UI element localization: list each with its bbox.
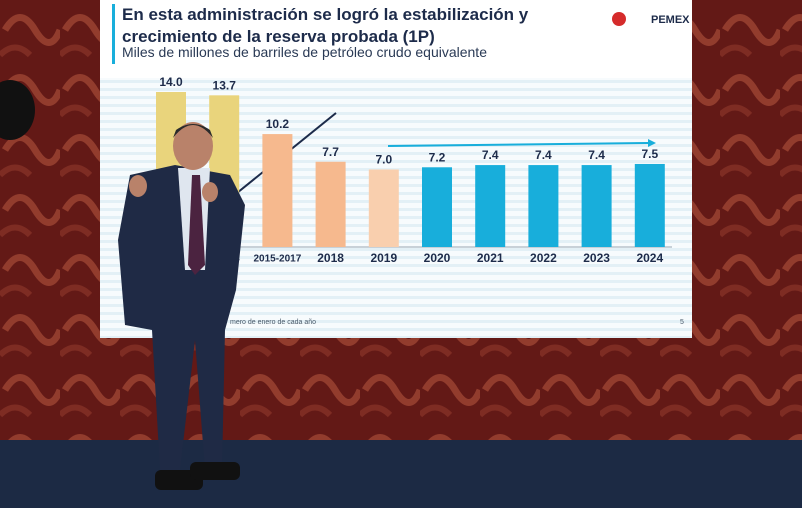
trend-arrow	[387, 142, 649, 147]
bar	[475, 165, 506, 247]
bar	[528, 165, 559, 247]
value-label: 7.2	[429, 150, 446, 164]
arrow-head	[648, 139, 656, 147]
stage-floor	[0, 440, 802, 508]
camera-foreground	[0, 80, 35, 140]
page-number: 5	[680, 319, 684, 326]
hand	[202, 182, 218, 202]
head	[173, 122, 213, 170]
logo-icon	[612, 12, 626, 26]
x-tick-label: 2024	[636, 251, 663, 265]
value-label: 10.2	[266, 117, 290, 131]
bar	[315, 161, 346, 247]
presenter	[118, 122, 245, 490]
shoes	[190, 462, 240, 480]
footnote: mero de enero de cada año	[230, 319, 316, 326]
screen-header	[100, 0, 692, 78]
bar	[634, 163, 665, 247]
x-tick-label: 2021	[477, 251, 504, 265]
hair	[173, 124, 213, 138]
x-tick-label: 2018	[317, 251, 344, 265]
value-label: 7.4	[535, 148, 552, 162]
tie	[188, 175, 205, 275]
suit	[118, 165, 245, 470]
value-label: 7.4	[482, 148, 499, 162]
x-tick-label: 2020	[424, 251, 451, 265]
accent	[112, 4, 115, 64]
value-label: 13.7	[213, 78, 237, 92]
logo: PEMEX	[651, 14, 690, 26]
chart-title: En esta administración se logró la estab…	[122, 5, 529, 46]
hand	[129, 175, 147, 197]
value-label: 7.0	[375, 153, 392, 167]
bar	[262, 134, 293, 247]
bar	[368, 169, 399, 247]
value-label: 7.5	[641, 147, 658, 161]
bar	[581, 165, 612, 247]
x-tick-label: 2022	[530, 251, 557, 265]
x-tick-label: 2015-2017	[253, 254, 301, 265]
chart-subtitle: Miles de millones de barriles de petróle…	[122, 44, 487, 60]
bar	[422, 167, 452, 247]
x-tick-label: 2019	[370, 251, 397, 265]
value-label: 7.7	[322, 145, 339, 159]
x-tick-label: 2023	[583, 251, 610, 265]
value-label: 7.4	[588, 148, 605, 162]
value-label: 14.0	[159, 75, 183, 89]
